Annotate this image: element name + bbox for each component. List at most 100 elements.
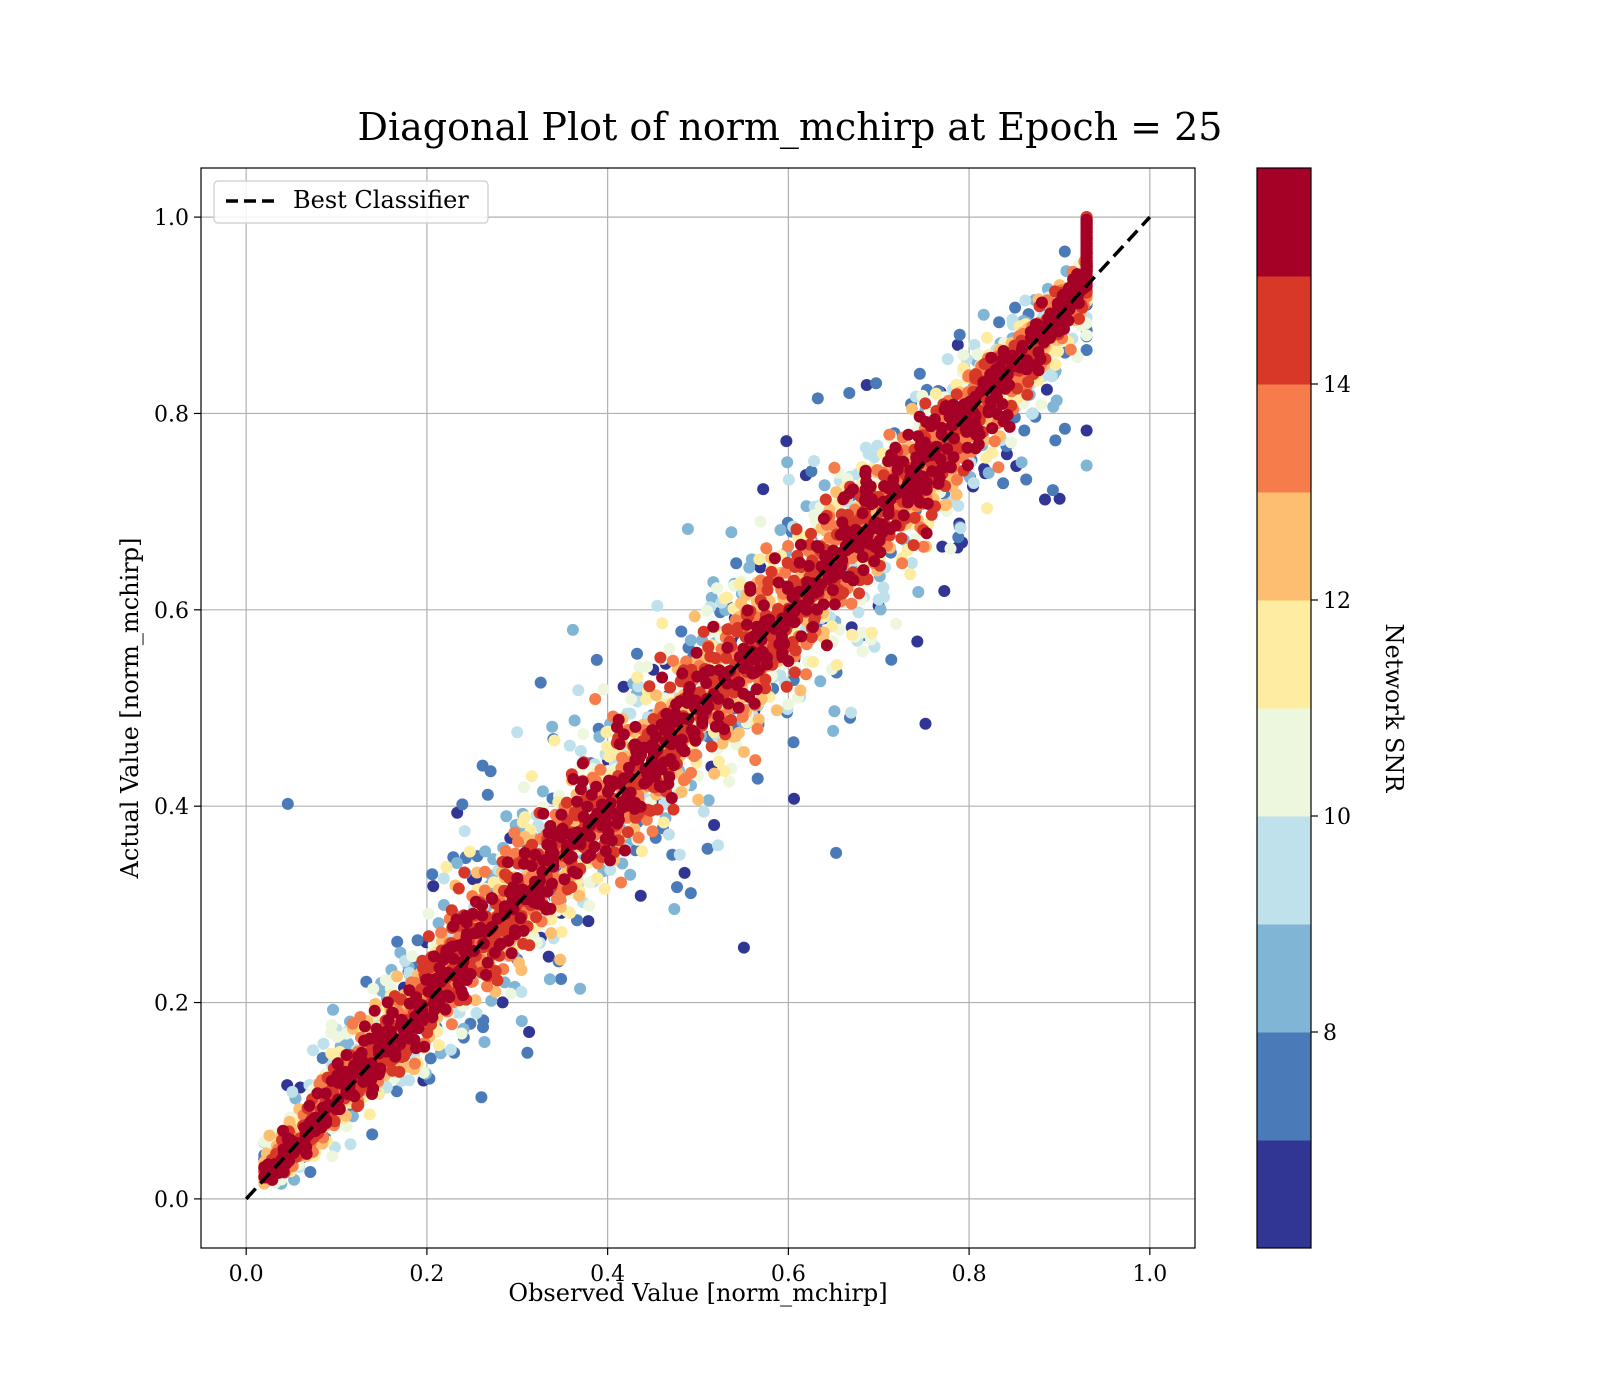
scatter-point — [281, 797, 294, 810]
scatter-point — [819, 493, 832, 506]
scatter-point — [386, 1064, 399, 1077]
scatter-point — [632, 831, 645, 844]
scatter-point — [895, 532, 908, 545]
scatter-point — [765, 565, 778, 578]
scatter-point — [774, 669, 787, 682]
scatter-point — [992, 461, 1005, 474]
scatter-point — [525, 770, 538, 783]
scatter-point — [752, 713, 765, 726]
scatter-point — [676, 667, 689, 680]
scatter-point — [331, 1030, 344, 1043]
scatter-point — [944, 542, 957, 555]
scatter-point — [952, 531, 965, 544]
scatter-point — [896, 557, 909, 570]
scatter-point — [993, 316, 1006, 329]
scatter-point — [1080, 329, 1093, 342]
scatter-point — [486, 893, 499, 905]
scatter-point — [523, 939, 536, 952]
scatter-point — [702, 700, 715, 713]
scatter-point — [826, 620, 838, 633]
scatter-point — [947, 451, 960, 464]
scatter-point — [1040, 383, 1053, 396]
scatter-point — [1058, 422, 1071, 435]
scatter-point — [1039, 493, 1051, 506]
scatter-point — [957, 348, 970, 361]
scatter-point — [426, 868, 439, 881]
scatter-point — [877, 469, 890, 482]
scatter-point — [586, 771, 599, 784]
scatter-point — [729, 730, 742, 743]
scatter-point — [381, 996, 394, 1009]
scatter-point — [636, 845, 648, 858]
scatter-point — [516, 816, 529, 829]
scatter-point — [708, 767, 721, 780]
scatter-point — [794, 538, 807, 551]
scatter-point — [640, 813, 653, 826]
scatter-point — [537, 807, 550, 820]
scatter-point — [1005, 399, 1018, 412]
scatter-point — [961, 459, 974, 472]
scatter-point — [889, 441, 902, 454]
scatter-point — [904, 568, 917, 581]
scatter-point — [697, 805, 710, 818]
scatter-point — [568, 714, 581, 727]
scatter-point — [458, 866, 471, 879]
scatter-point — [760, 542, 773, 555]
scatter-point — [485, 994, 498, 1007]
scatter-point — [762, 575, 775, 588]
scatter-point — [690, 646, 703, 659]
scatter-point — [737, 941, 750, 954]
scatter-point — [845, 597, 858, 610]
scatter-point — [624, 868, 637, 881]
scatter-point — [598, 882, 611, 895]
scatter-point — [1005, 436, 1018, 449]
scatter-point — [667, 654, 679, 667]
scatter-point — [808, 455, 820, 467]
scatter-point — [662, 828, 675, 841]
scatter-point — [560, 796, 573, 809]
scatter-point — [1021, 388, 1034, 401]
scatter-point — [675, 625, 688, 638]
scatter-point — [737, 687, 750, 700]
scatter-point — [865, 523, 878, 536]
scatter-point — [366, 1128, 379, 1141]
scatter-point — [862, 447, 875, 460]
scatter-point — [499, 845, 512, 857]
scatter-point — [870, 377, 883, 390]
scatter-point — [930, 387, 942, 400]
scatter-point — [545, 913, 558, 926]
scatter-point — [340, 1049, 353, 1061]
scatter-point — [1080, 459, 1093, 472]
scatter-point — [852, 541, 865, 554]
scatter-point — [997, 477, 1010, 490]
scatter-point — [743, 561, 756, 574]
scatter-point — [906, 402, 918, 415]
scatter-point — [632, 680, 645, 693]
scatter-point — [725, 714, 738, 726]
scatter-point — [749, 754, 762, 767]
scatter-point — [671, 881, 683, 894]
scatter-point — [712, 755, 725, 768]
scatter-point — [700, 604, 713, 617]
scatter-point — [432, 1039, 445, 1052]
scatter-point — [897, 509, 910, 522]
scatter-point — [846, 628, 858, 641]
scatter-point — [508, 826, 521, 839]
scatter-point — [692, 793, 705, 806]
scatter-point — [657, 816, 670, 829]
scatter-point — [285, 1134, 297, 1147]
scatter-point — [911, 635, 924, 648]
scatter-point — [780, 435, 793, 448]
scatter-point — [574, 745, 587, 757]
scatter-point — [1022, 375, 1035, 388]
scatter-point — [481, 788, 494, 801]
scatter-point — [1019, 294, 1032, 307]
scatter-point — [700, 677, 713, 689]
scatter-point — [985, 351, 998, 364]
scatter-point — [1073, 312, 1085, 325]
scatter-point — [696, 712, 709, 724]
scatter-point — [581, 800, 594, 813]
scatter-point — [283, 1115, 296, 1128]
scatter-point — [572, 684, 585, 697]
scatter-point — [613, 738, 626, 751]
